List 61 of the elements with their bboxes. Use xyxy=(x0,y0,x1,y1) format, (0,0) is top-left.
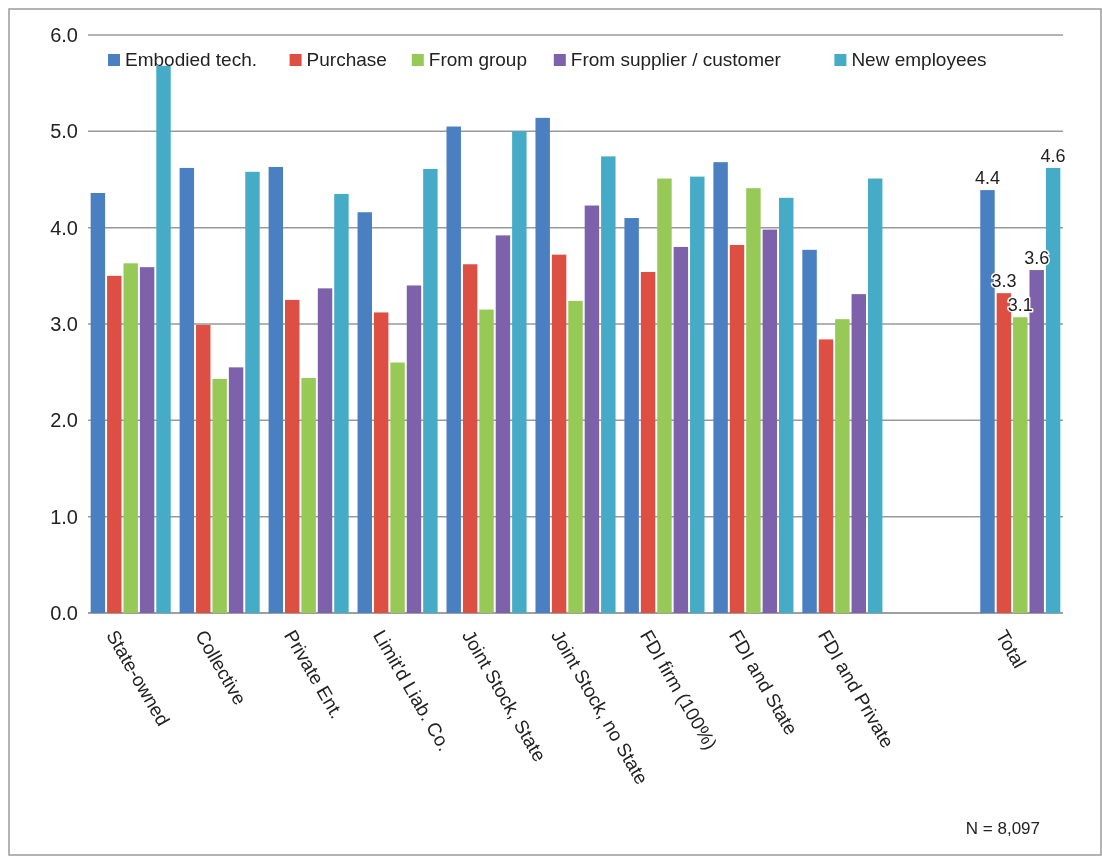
legend-label: Embodied tech. xyxy=(125,49,258,70)
bar xyxy=(584,205,600,613)
legend-label: Purchase xyxy=(306,49,387,70)
bar xyxy=(551,254,567,613)
bar xyxy=(268,166,284,613)
bar xyxy=(568,300,583,613)
y-tick-label: 0.0 xyxy=(50,602,78,624)
bar xyxy=(212,378,227,613)
bar xyxy=(762,229,778,613)
bar xyxy=(423,168,438,613)
bar xyxy=(601,156,616,613)
bar xyxy=(90,192,106,613)
bar xyxy=(228,367,244,613)
bar xyxy=(179,167,195,613)
bar xyxy=(245,171,260,613)
y-tick-label: 4.0 xyxy=(50,216,78,239)
bar xyxy=(462,264,478,613)
bar xyxy=(139,267,155,613)
bar xyxy=(406,285,422,613)
data-label: 4.6 xyxy=(1040,145,1066,166)
legend-label: New employees xyxy=(851,49,987,70)
bar xyxy=(373,312,389,613)
y-tick-label: 5.0 xyxy=(50,120,78,143)
bar xyxy=(390,362,405,613)
bar xyxy=(713,162,728,613)
bar xyxy=(156,65,171,613)
bar xyxy=(657,178,672,613)
y-tick-label: 3.0 xyxy=(50,313,78,335)
bar xyxy=(446,126,461,613)
bar xyxy=(779,197,794,613)
bar xyxy=(334,193,349,613)
bar xyxy=(535,117,550,613)
bar xyxy=(285,299,300,613)
bar xyxy=(1013,317,1028,613)
bar xyxy=(851,294,866,613)
text: N = 8,097 xyxy=(965,819,1040,838)
bar xyxy=(479,309,494,613)
bar xyxy=(640,271,656,613)
bar xyxy=(746,188,761,613)
legend-label: From supplier / customer xyxy=(570,49,782,70)
y-tick-label: 6.0 xyxy=(50,24,78,46)
bar xyxy=(317,288,333,613)
bar xyxy=(107,275,122,613)
bar xyxy=(818,339,834,613)
bar xyxy=(690,176,705,613)
bar xyxy=(495,235,511,613)
bar xyxy=(802,249,817,613)
y-tick-label: 1.0 xyxy=(50,505,78,528)
bar xyxy=(357,212,372,613)
data-label: 4.4 xyxy=(974,168,1000,189)
bar xyxy=(835,319,850,613)
bar xyxy=(867,178,883,613)
legend-label: From group xyxy=(428,49,527,70)
bar xyxy=(673,246,689,613)
bar xyxy=(123,263,138,613)
bar xyxy=(624,218,639,613)
bar xyxy=(196,324,211,613)
y-tick-label: 2.0 xyxy=(50,409,78,432)
bar xyxy=(301,377,316,613)
bar xyxy=(729,245,745,613)
bar xyxy=(512,131,527,613)
